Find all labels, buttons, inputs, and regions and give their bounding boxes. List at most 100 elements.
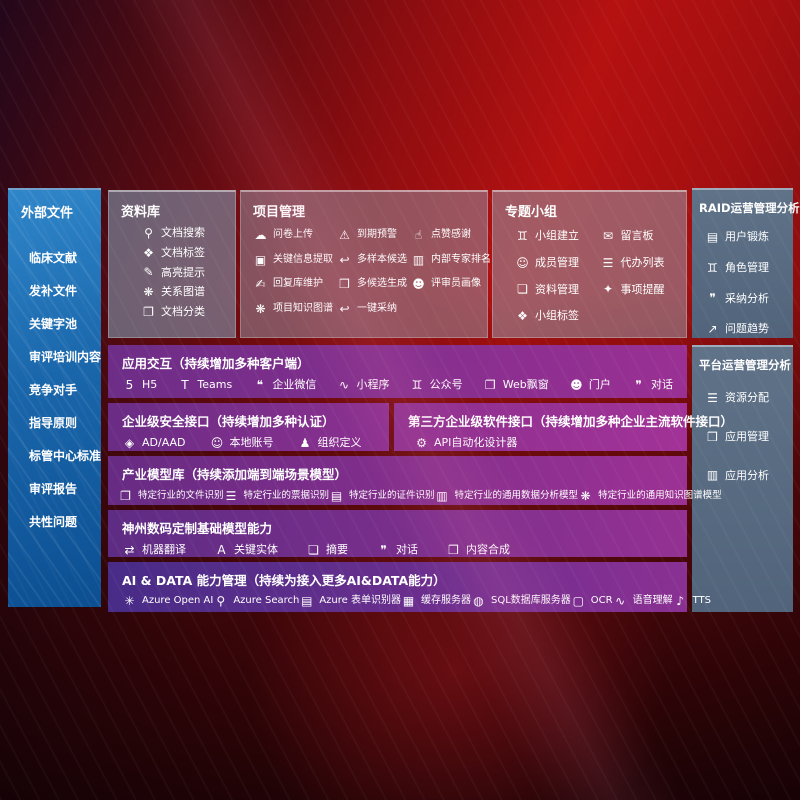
panel-items: 5 H5 T Teams ❝ 企业微信 ∿ 小程序 ♊ 公众号 ❐ Web飘窗 … (108, 378, 687, 392)
people-icon: ♊ (411, 377, 423, 392)
feature-item: A 关键实体 (214, 543, 278, 557)
panel-title: RAID运营管理分析 (699, 201, 800, 215)
panel-thirdparty-software-api: 第三方企业级软件接口（持续增加多种企业主流软件接口） ⚙ API自动化设计器 (394, 403, 734, 451)
feature-item: ❐ 文档分类 (141, 305, 235, 319)
feature-item: ❞ 对话 (631, 378, 673, 392)
panel-title: 平台运营管理分析 (699, 358, 791, 372)
shield-icon: ◈ (124, 435, 135, 450)
panel-ai-data-capability: AI & DATA 能力管理（持续为接入更多AI&DATA能力） ✳ Azure… (108, 562, 711, 612)
apps-icon: ❒ (707, 429, 718, 444)
feature-item: ▤ 特定行业的证件识别 (330, 489, 435, 503)
panel-custom-base-models: 神州数码定制基础模型能力 ⇄ 机器翻译 A 关键实体 ❏ 摘要 ❞ 对话 ❒ 内… (108, 510, 687, 557)
feature-item: ⚙ API自动化设计器 (414, 436, 517, 450)
people-icon: ♊ (707, 260, 718, 275)
chart-icon: ▥ (706, 468, 719, 483)
feature-item: ☰ 特定行业的票据识别 (224, 489, 329, 503)
feature-item: ⚲ Azure Search (213, 595, 299, 608)
write-icon: ✍ (255, 277, 266, 292)
panel-title: AI & DATA 能力管理（持续为接入更多AI&DATA能力） (122, 573, 446, 588)
dialog-icon: ❞ (380, 542, 387, 557)
thumbs-up-icon: ☝ (414, 228, 423, 243)
feature-item: ▦ 缓存服务器 (402, 594, 471, 609)
voice-icon: ∿ (615, 594, 626, 609)
feature-item: ▥ 内部专家排名 (412, 252, 491, 267)
sidebar-item: 指导原则 (29, 416, 78, 430)
panel-items: ☁ 问卷上传 ⚠ 到期预警 ☝ 点赞感谢 ▣ 关键信息提取 ↩ 多样本候选 ▥ … (241, 220, 492, 316)
entity-icon: A (217, 542, 226, 557)
panel-items: ☰ 资源分配 ❒ 应用管理 ▥ 应用分析 (692, 373, 793, 482)
feature-item: ☻ 门户 (570, 377, 611, 392)
bbs-icon: ✉ (602, 228, 614, 243)
person-add-icon: ☺ (210, 435, 224, 450)
reply-icon: ↩ (339, 252, 350, 267)
feature-item: ✎ 高亮提示 (141, 266, 235, 280)
panel-title: 第三方企业级软件接口（持续增加多种企业主流软件接口） (408, 414, 734, 429)
org-icon: ♟ (299, 435, 311, 450)
feature-item: ☝ 点赞感谢 (411, 229, 491, 242)
feature-item: 5 H5 (122, 378, 158, 392)
feature-item: ⚲ 文档搜索 (141, 226, 235, 240)
feature-item: ❖ 小组标签 (515, 309, 601, 323)
teams-icon: T (181, 377, 189, 392)
feature-item: ✦ 事项提醒 (601, 283, 687, 297)
panel-title: 专题小组 (505, 205, 558, 220)
wechat-icon: ❝ (256, 377, 264, 392)
podium-icon: ▥ (412, 252, 425, 267)
panel-raid-ops-analysis: RAID运营管理分析 ▤ 用户锻炼 ♊ 角色管理 ❞ 采纳分析 ↗ 问题趋势 (692, 188, 800, 338)
feature-item: ▢ OCR (572, 594, 613, 609)
feature-item: ❋ 特定行业的通用知识图谱模型 (578, 490, 722, 502)
network-icon: ❋ (580, 489, 591, 503)
network-icon: ❋ (143, 285, 154, 300)
tag-icon: ❖ (517, 309, 528, 324)
feature-item: ❒ 应用管理 (705, 430, 793, 444)
sidebar-items: 临床文献 发补文件 关键字池 审评培训内容 竞争对手 指导原则 标管中心标准 审评报告 共性问题 (8, 221, 101, 530)
feature-item: ☰ 代办列表 (601, 256, 687, 270)
todo-list-icon: ☰ (707, 390, 718, 405)
panel-app-interaction: 应用交互（持续增加多种客户端） 5 H5 T Teams ❝ 企业微信 ∿ 小程… (108, 345, 687, 398)
feature-item: ↗ 问题趋势 (705, 322, 793, 336)
panel-enterprise-security-api: 企业级安全接口（持续增加多种认证） ◈ AD/AAD ☺ 本地账号 ♟ 组织定义 (108, 403, 389, 451)
feature-item: ❏ 摘要 (306, 543, 348, 557)
docs-icon: ❐ (143, 304, 154, 319)
panel-items: ▤ 用户锻炼 ♊ 角色管理 ❞ 采纳分析 ↗ 问题趋势 (692, 216, 793, 336)
docs-icon: ❐ (120, 489, 131, 503)
panel-platform-ops-analysis: 平台运营管理分析 ☰ 资源分配 ❒ 应用管理 ▥ 应用分析 (692, 345, 793, 612)
panel-title: 神州数码定制基础模型能力 (122, 521, 273, 536)
bell-icon: ✦ (602, 282, 614, 297)
panel-items: ⇄ 机器翻译 A 关键实体 ❏ 摘要 ❞ 对话 ❒ 内容合成 (108, 543, 687, 557)
miniprogram-icon: ∿ (338, 377, 349, 392)
feature-item: ♪ TTS (673, 595, 711, 608)
pen-icon: ✎ (143, 265, 154, 280)
feature-item: ☺ 本地账号 (210, 435, 274, 450)
gear-icon: ⚙ (416, 435, 427, 450)
qa-chat-icon: ❞ (709, 291, 716, 306)
tts-icon: ♪ (676, 594, 684, 609)
feature-item: ❝ 企业微信 (252, 377, 317, 392)
feature-item: ↩ 一键采纳 (337, 303, 407, 316)
grid-icon: ❒ (339, 277, 350, 292)
feature-item: ♊ 小组建立 (515, 229, 601, 243)
feature-item: ◍ SQL数据库服务器 (471, 595, 571, 608)
todo-list-icon: ☰ (225, 489, 237, 503)
feature-item: ☺ 成员管理 (516, 255, 579, 270)
trend-icon: ↗ (707, 322, 718, 337)
feature-item: ♊ 角色管理 (705, 261, 793, 275)
sidebar-title: 外部文件 (21, 206, 74, 221)
feature-item: ❋ 项目知识图谱 (253, 303, 333, 316)
panel-items: ◈ AD/AAD ☺ 本地账号 ♟ 组织定义 (108, 436, 389, 450)
compose-icon: ❒ (448, 542, 459, 557)
feature-item: ☻ 评审员画像 (412, 277, 481, 292)
people-icon: ♊ (517, 228, 528, 243)
panel-items: ⚙ API自动化设计器 (394, 436, 687, 450)
feature-item: ✉ 留言板 (601, 229, 687, 243)
sidebar-item: 发补文件 (29, 284, 78, 298)
sidebar-item: 竞争对手 (29, 383, 78, 397)
feature-item: ◈ AD/AAD (122, 436, 186, 450)
cloud-upload-icon: ☁ (254, 228, 267, 243)
feature-item: ❐ 特定行业的文件识别 (118, 489, 223, 503)
feature-item: ▥ 特定行业的通用数据分析模型 (436, 489, 579, 503)
feature-item: ✍ 回复库维护 (253, 278, 333, 291)
alarm-icon: ⚠ (339, 228, 350, 243)
